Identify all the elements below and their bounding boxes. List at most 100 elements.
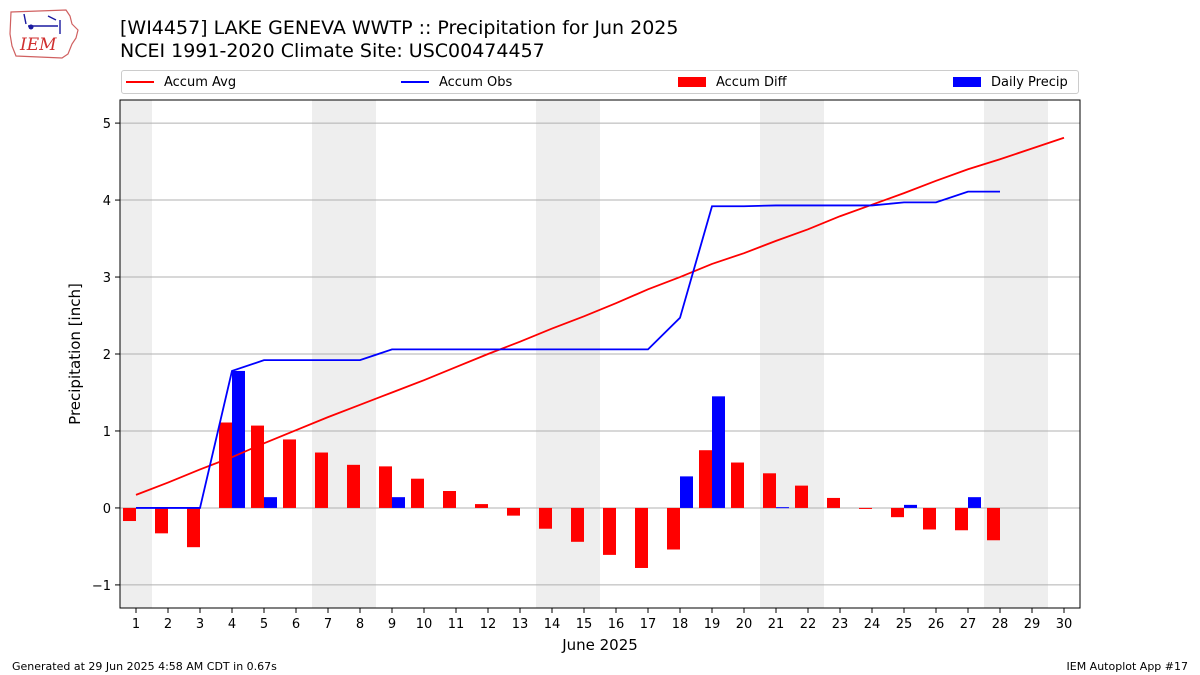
x-tick-label: 29	[1024, 617, 1041, 632]
x-tick-label: 6	[292, 617, 300, 632]
weekend-shading	[120, 100, 1048, 608]
accum-diff-bar-day-6	[283, 439, 296, 508]
legend-swatch	[401, 81, 429, 83]
iem-logo: IEM	[9, 9, 79, 59]
x-tick-label: 27	[960, 617, 977, 632]
grid-lines	[120, 122, 1080, 586]
accum-diff-bar-day-5	[251, 425, 264, 508]
daily-precip-bar-day-25	[904, 504, 917, 508]
x-tick-label: 8	[356, 617, 364, 632]
accum-diff-bar-day-21	[763, 473, 776, 508]
weekend-band-day-21	[760, 100, 792, 608]
accum-diff-bar-day-1	[123, 507, 136, 522]
legend-swatch	[953, 77, 981, 87]
y-axis-label: Precipitation [inch]	[66, 283, 84, 425]
weekend-band-day-8	[344, 100, 376, 608]
x-tick-label: 9	[388, 617, 396, 632]
x-tick-label: 13	[512, 617, 529, 632]
legend-label: Accum Obs	[439, 74, 513, 90]
y-tick-label: 5	[103, 117, 111, 132]
accum-diff-bar-day-23	[827, 497, 840, 508]
daily-precip-bar-day-18	[680, 476, 693, 508]
legend-item-accum-diff: Accum Diff	[678, 71, 787, 93]
x-axis-ticks: 1 2 3 4 5 6 7 8 9 10 11 12 13 14 15 16 17 18 19 20 21 22 23 24 2…	[132, 608, 1072, 632]
plot-frame	[119, 99, 1081, 609]
accum-diff-bar-day-28	[987, 507, 1000, 541]
y-tick-label: 3	[103, 271, 111, 286]
accum-diff-bar-day-26	[923, 507, 936, 530]
accum-diff-bar-day-17	[635, 507, 648, 568]
daily-precip-bar-day-27	[968, 497, 981, 508]
accum-diff-bar-day-9	[379, 466, 392, 508]
weekend-band-day-28	[984, 100, 1016, 608]
accum-diff-bar-day-27	[955, 507, 968, 531]
x-tick-label: 28	[992, 617, 1009, 632]
accum-avg-line	[135, 136, 1065, 496]
weekend-band-day-14	[536, 100, 568, 608]
legend-item-accum-avg: Accum Avg	[126, 71, 236, 93]
accum-obs-line	[136, 190, 1000, 509]
x-axis-label: June 2025	[561, 636, 638, 654]
weekend-band-day-1	[120, 100, 152, 608]
daily-precip-bar-day-9	[392, 497, 405, 508]
accum-diff-bar-day-14	[539, 507, 552, 529]
legend-label: Accum Diff	[716, 74, 787, 90]
daily-precip-bar-day-4	[232, 370, 245, 508]
accum-diff-bar-day-24	[859, 507, 872, 509]
x-tick-label: 23	[832, 617, 849, 632]
chart-subtitle: NCEI 1991-2020 Climate Site: USC00474457	[120, 40, 545, 62]
accum-diff-bar-day-4	[219, 422, 232, 508]
accum-diff-bar-day-3	[187, 507, 200, 548]
generated-timestamp: Generated at 29 Jun 2025 4:58 AM CDT in …	[12, 660, 277, 673]
accum-diff-bar-day-18	[667, 507, 680, 550]
x-tick-label: 21	[768, 617, 785, 632]
x-tick-label: 11	[448, 617, 465, 632]
legend-label: Daily Precip	[991, 74, 1068, 90]
daily-precip-bar-day-5	[264, 497, 277, 508]
accum-diff-bar-day-16	[603, 507, 616, 555]
legend-swatch	[678, 77, 706, 87]
legend-item-daily-precip: Daily Precip	[953, 71, 1068, 93]
x-tick-label: 22	[800, 617, 817, 632]
x-tick-label: 19	[704, 617, 721, 632]
legend-swatch	[126, 81, 154, 83]
state-outline-icon	[9, 9, 79, 59]
accum-diff-bar-day-12	[475, 504, 488, 508]
x-tick-label: 17	[640, 617, 657, 632]
accum-diff-bar-day-13	[507, 507, 520, 516]
weekend-band-day-29	[1016, 100, 1048, 608]
x-tick-label: 20	[736, 617, 753, 632]
accum-diff-bar-day-2	[155, 507, 168, 534]
weekend-band-day-15	[568, 100, 600, 608]
y-tick-label: 1	[103, 425, 111, 440]
x-tick-label: 3	[196, 617, 204, 632]
weather-station-icon	[23, 13, 61, 34]
daily-precip-bar-day-21	[776, 507, 789, 509]
app-credit: IEM Autoplot App #17	[1066, 660, 1189, 673]
x-tick-label: 12	[480, 617, 497, 632]
accum-diff-bar-day-11	[443, 491, 456, 508]
accum-diff-bar-day-8	[347, 464, 360, 508]
x-tick-label: 7	[324, 617, 332, 632]
weekend-band-day-7	[312, 100, 344, 608]
legend-item-accum-obs: Accum Obs	[401, 71, 512, 93]
x-tick-label: 24	[864, 617, 881, 632]
x-tick-label: 10	[416, 617, 433, 632]
y-tick-label: 4	[103, 194, 111, 209]
logo-text: IEM	[19, 35, 57, 55]
x-tick-label: 26	[928, 617, 945, 632]
accum-diff-bar-day-19	[699, 450, 712, 508]
y-tick-label: 2	[103, 348, 111, 363]
x-tick-label: 4	[228, 617, 236, 632]
x-tick-label: 25	[896, 617, 913, 632]
accum-diff-bar-day-7	[315, 452, 328, 508]
chart-title: [WI4457] LAKE GENEVA WWTP :: Precipitati…	[120, 17, 679, 39]
accum-diff-bar-day-25	[891, 507, 904, 518]
sensor-icon	[28, 24, 34, 30]
x-tick-label: 1	[132, 617, 140, 632]
x-tick-label: 30	[1056, 617, 1073, 632]
x-tick-label: 15	[576, 617, 593, 632]
bars	[123, 370, 1000, 568]
x-tick-label: 14	[544, 617, 561, 632]
